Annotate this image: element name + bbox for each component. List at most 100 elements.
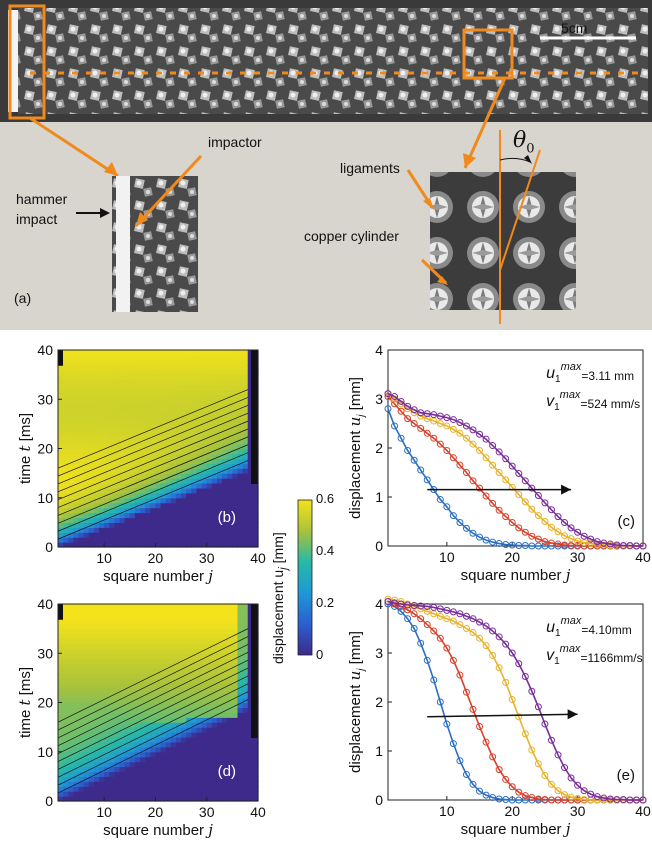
heatmap-cell <box>104 796 110 802</box>
heatmap-cell <box>247 756 254 763</box>
heatmap-cell <box>114 796 121 802</box>
heatmap-cell <box>124 532 131 538</box>
heatmap-cell <box>68 672 74 679</box>
heatmap-cell <box>227 542 233 548</box>
heatmap-cell <box>211 791 218 797</box>
heatmap-cell <box>247 473 254 479</box>
umax-annotation: u1max=4.10mm <box>546 615 632 639</box>
heatmap-cell <box>140 453 146 459</box>
heatmap-cell <box>140 473 146 479</box>
heatmap-cell <box>140 389 146 395</box>
heatmap-cell <box>242 668 249 674</box>
heatmap-cell <box>211 527 218 533</box>
heatmap-cell <box>83 458 90 464</box>
heatmap-cell <box>145 384 151 390</box>
heatmap-cell <box>78 517 85 523</box>
heatmap-cell <box>83 638 90 644</box>
heatmap-cell <box>165 707 172 713</box>
heatmap-cell <box>191 732 198 738</box>
contour-line <box>57 628 249 723</box>
heatmap-cell <box>58 623 64 630</box>
heatmap-cell <box>124 492 131 499</box>
heatmap-cell <box>222 468 228 474</box>
heatmap-cell <box>160 736 167 743</box>
heatmap-cell <box>68 756 74 763</box>
heatmap-cell <box>237 668 244 674</box>
heatmap-cell <box>206 414 213 420</box>
heatmap-cell <box>222 428 228 435</box>
heatmap-cell <box>78 512 85 519</box>
heatmap-cell <box>191 463 198 469</box>
data-point <box>502 455 510 463</box>
heatmap-cell <box>206 350 213 356</box>
heatmap-cell <box>68 643 74 649</box>
heatmap-cell <box>124 732 131 738</box>
heatmap-cell <box>73 628 80 635</box>
x-tick-label: 10 <box>96 804 112 820</box>
heatmap-cell <box>93 364 100 371</box>
data-point <box>397 434 405 442</box>
heatmap-cell <box>78 668 85 674</box>
heatmap-cell <box>109 438 116 445</box>
heatmap-cell <box>73 682 80 689</box>
heatmap-cell <box>216 522 223 528</box>
theta-symbol: θ <box>513 128 527 153</box>
data-point <box>469 477 477 485</box>
photo-panel-a: 5cm impactor hammer impact ligaments cop… <box>0 0 652 330</box>
heatmap-cell <box>196 482 203 489</box>
heatmap-cell <box>242 414 249 420</box>
heatmap-cell <box>129 522 136 528</box>
heatmap-cell <box>247 658 254 664</box>
heatmap-cell <box>227 796 233 802</box>
heatmap-cell <box>109 702 116 709</box>
heatmap-cell <box>242 604 249 610</box>
heatmap-cell <box>237 722 244 728</box>
heatmap-cell <box>170 638 177 644</box>
heatmap-cell <box>175 771 182 777</box>
heatmap-cell <box>247 409 254 415</box>
heatmap-cell <box>170 672 177 679</box>
heatmap-cell <box>109 433 116 440</box>
heatmap-cell <box>114 746 121 753</box>
heatmap-cell <box>78 732 85 738</box>
heatmap-cell <box>170 350 177 356</box>
heatmap-cell <box>196 687 203 694</box>
heatmap-cell <box>211 354 218 361</box>
trend-arrow <box>427 713 578 718</box>
heatmap-cell <box>181 448 187 455</box>
heatmap-cell <box>145 364 151 371</box>
heatmap-cell <box>191 658 198 664</box>
heatmap-cell <box>216 527 223 533</box>
heatmap-cell <box>129 751 136 758</box>
heatmap-cell <box>237 537 244 543</box>
data-point <box>528 532 536 540</box>
heatmap-cell <box>227 604 233 610</box>
heatmap-cell <box>232 492 239 499</box>
data-point <box>456 419 464 427</box>
heatmap-cell <box>119 517 126 523</box>
heatmap-cell <box>78 741 85 748</box>
heatmap-cell <box>222 458 228 464</box>
heatmap-cell <box>160 628 167 635</box>
heatmap-cell <box>99 623 105 630</box>
heatmap-cell <box>68 414 74 420</box>
data-point <box>547 539 555 547</box>
data-point <box>469 529 477 537</box>
heatmap-cell <box>145 663 151 669</box>
heatmap-cell <box>104 507 110 514</box>
heatmap-cell <box>58 364 64 371</box>
heatmap-cell <box>227 473 233 479</box>
heatmap-cell <box>119 512 126 519</box>
heatmap-cell <box>63 791 69 797</box>
heatmap-cell <box>237 350 244 356</box>
data-point <box>515 491 523 499</box>
heatmap-cell <box>211 613 218 620</box>
heatmap-cell <box>124 364 131 371</box>
heatmap-cell <box>124 633 131 640</box>
heatmap-cell <box>140 414 146 420</box>
heatmap-cell <box>73 418 80 425</box>
heatmap-cell <box>124 399 131 405</box>
heatmap-cell <box>114 791 121 797</box>
heatmap-cell <box>211 522 218 528</box>
heatmap-cell <box>216 746 223 753</box>
